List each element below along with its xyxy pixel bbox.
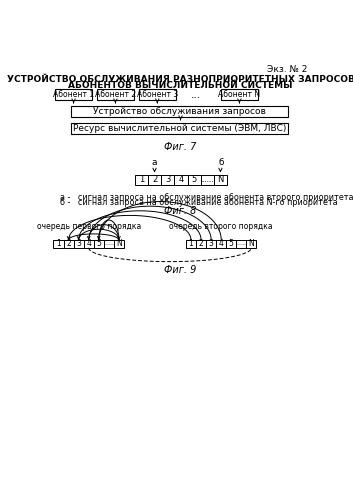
- FancyBboxPatch shape: [196, 240, 206, 248]
- FancyBboxPatch shape: [174, 175, 187, 185]
- Text: а -   сигнал запроса на обслуживание абонента второго приоритета;: а - сигнал запроса на обслуживание абоне…: [60, 193, 353, 202]
- FancyBboxPatch shape: [236, 240, 246, 248]
- FancyBboxPatch shape: [84, 240, 94, 248]
- Text: Абонент 2: Абонент 2: [95, 90, 136, 99]
- FancyBboxPatch shape: [226, 240, 236, 248]
- FancyBboxPatch shape: [161, 175, 174, 185]
- Text: 3: 3: [165, 176, 170, 185]
- FancyBboxPatch shape: [148, 175, 161, 185]
- FancyBboxPatch shape: [55, 89, 92, 100]
- Text: Фиг. 9: Фиг. 9: [164, 265, 197, 275]
- Text: 4: 4: [178, 176, 184, 185]
- Text: ......: ......: [201, 177, 214, 183]
- Text: 5: 5: [96, 240, 101, 249]
- FancyBboxPatch shape: [71, 123, 288, 134]
- FancyBboxPatch shape: [187, 175, 201, 185]
- FancyBboxPatch shape: [201, 175, 214, 185]
- Text: N: N: [116, 240, 122, 249]
- Text: 3: 3: [76, 240, 81, 249]
- Text: б: б: [219, 158, 224, 167]
- Text: 4: 4: [86, 240, 91, 249]
- Text: Устройство обслуживания запросов: Устройство обслуживания запросов: [93, 107, 266, 116]
- FancyBboxPatch shape: [73, 240, 84, 248]
- FancyBboxPatch shape: [139, 89, 176, 100]
- Text: 5: 5: [229, 240, 234, 249]
- Text: Экз. № 2: Экз. № 2: [267, 65, 307, 74]
- Text: 2: 2: [152, 176, 157, 185]
- Text: N: N: [217, 176, 223, 185]
- Text: 1: 1: [56, 240, 61, 249]
- Text: 1: 1: [139, 176, 144, 185]
- Text: очередь второго порядка: очередь второго порядка: [169, 222, 273, 231]
- FancyBboxPatch shape: [53, 240, 64, 248]
- Text: УСТРОЙСТВО ОБСЛУЖИВАНИЯ РАЗНОПРИОРИТЕТНЫХ ЗАПРОСОВ: УСТРОЙСТВО ОБСЛУЖИВАНИЯ РАЗНОПРИОРИТЕТНЫ…: [7, 74, 353, 83]
- Text: 4: 4: [219, 240, 224, 249]
- FancyBboxPatch shape: [97, 89, 134, 100]
- Text: 2: 2: [66, 240, 71, 249]
- FancyBboxPatch shape: [206, 240, 216, 248]
- FancyBboxPatch shape: [104, 240, 114, 248]
- FancyBboxPatch shape: [71, 106, 288, 117]
- FancyBboxPatch shape: [186, 240, 196, 248]
- Text: Фиг. 8: Фиг. 8: [164, 206, 197, 216]
- FancyBboxPatch shape: [94, 240, 104, 248]
- Text: б -   сигнал запроса на обслуживание абонента N-го приоритета: б - сигнал запроса на обслуживание абоне…: [60, 199, 337, 208]
- Text: Абонент 3: Абонент 3: [137, 90, 178, 99]
- Text: ......: ......: [235, 242, 247, 247]
- FancyBboxPatch shape: [221, 89, 258, 100]
- FancyBboxPatch shape: [64, 240, 73, 248]
- Text: а: а: [151, 158, 156, 167]
- FancyBboxPatch shape: [114, 240, 124, 248]
- FancyBboxPatch shape: [214, 175, 227, 185]
- Text: 3: 3: [209, 240, 214, 249]
- Text: Абонент 1: Абонент 1: [53, 90, 94, 99]
- Text: Фиг. 7: Фиг. 7: [164, 142, 197, 152]
- Text: ......: ......: [103, 242, 115, 247]
- Text: Абонент N: Абонент N: [219, 90, 261, 99]
- Text: 5: 5: [191, 176, 197, 185]
- Text: 2: 2: [199, 240, 203, 249]
- Text: очередь первого порядка: очередь первого порядка: [37, 222, 141, 231]
- Text: ...: ...: [191, 89, 201, 99]
- Text: N: N: [249, 240, 254, 249]
- FancyBboxPatch shape: [135, 175, 148, 185]
- Text: АБОНЕНТОВ ВЫЧИСЛИТЕЛЬНОЙ СИСТЕМЫ: АБОНЕНТОВ ВЫЧИСЛИТЕЛЬНОЙ СИСТЕМЫ: [68, 81, 293, 90]
- FancyBboxPatch shape: [246, 240, 257, 248]
- Text: 1: 1: [189, 240, 193, 249]
- FancyBboxPatch shape: [216, 240, 226, 248]
- Text: Ресурс вычислительной системы (ЭВМ, ЛВС): Ресурс вычислительной системы (ЭВМ, ЛВС): [73, 124, 286, 133]
